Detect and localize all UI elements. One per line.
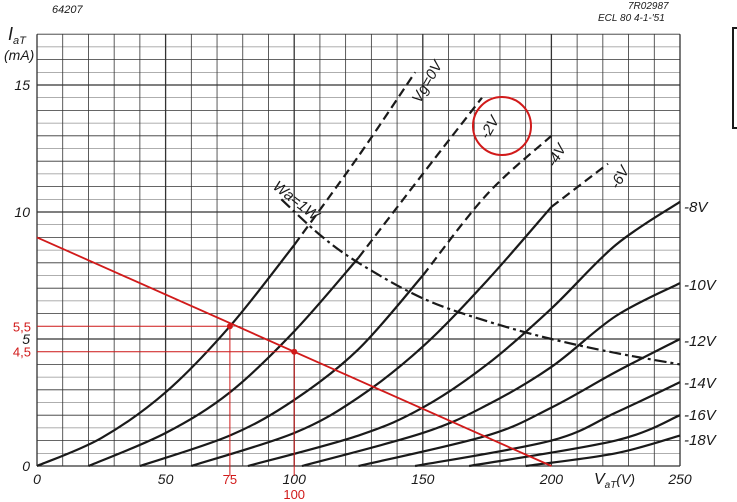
x-axis-label-main: V bbox=[594, 471, 606, 488]
curve-label: Vg=0V bbox=[409, 56, 447, 106]
y-tick-label: 10 bbox=[14, 204, 30, 220]
side-bracket bbox=[732, 27, 737, 129]
x-tick-label: 250 bbox=[667, 471, 692, 487]
power-curve-label: Wa=1W bbox=[270, 178, 324, 225]
x-mark-label: 75 bbox=[223, 472, 237, 487]
curve-label: -8V bbox=[684, 199, 709, 216]
y-tick-label: 0 bbox=[22, 458, 30, 474]
y-axis-unit: (mA) bbox=[4, 47, 34, 63]
curve-label: -18V bbox=[684, 432, 718, 449]
curve-label: -10V bbox=[684, 277, 718, 294]
anode-curves: Vg=0V-2V-4V-6V-8V-10V-12V-14V-16V-18VWa=… bbox=[36, 56, 718, 468]
anode-curve bbox=[247, 200, 681, 468]
y-tick-label: 15 bbox=[14, 77, 30, 93]
anode-curve-dashed bbox=[293, 71, 416, 246]
anode-curve bbox=[414, 381, 681, 468]
x-axis-label-sub: aT bbox=[605, 480, 618, 491]
curve-label: -6V bbox=[607, 162, 634, 192]
operating-point bbox=[226, 323, 233, 330]
anode-curve-dashed bbox=[357, 97, 483, 259]
highlight-circle bbox=[472, 96, 532, 156]
x-tick-label: 200 bbox=[539, 471, 564, 487]
anode-curve bbox=[190, 206, 553, 468]
x-tick-label: 100 bbox=[283, 471, 307, 487]
y-tick-label: 5 bbox=[22, 331, 30, 347]
header-right-top: 7R02987 bbox=[628, 1, 669, 12]
y-axis-label-sub: aT bbox=[13, 35, 27, 47]
x-tick-label: 0 bbox=[33, 471, 41, 487]
y-axis-label: IaT bbox=[8, 24, 27, 47]
anode-curve bbox=[468, 414, 681, 468]
x-tick-label: 50 bbox=[158, 471, 174, 487]
header-left: 64207 bbox=[52, 4, 83, 16]
power-curve bbox=[280, 198, 681, 366]
y-mark-label: 5,5 bbox=[13, 319, 31, 334]
anode-curve bbox=[358, 338, 681, 468]
curve-label: -12V bbox=[684, 333, 718, 350]
x-axis-label: VaT(V) bbox=[594, 471, 635, 491]
x-mark-label: 100 bbox=[283, 487, 305, 502]
anode-curve bbox=[36, 244, 296, 468]
operating-point bbox=[291, 348, 298, 355]
curve-label: -14V bbox=[684, 375, 718, 392]
anode-curve bbox=[301, 282, 681, 468]
y-axis-label-main: I bbox=[8, 24, 13, 44]
x-tick-label: 150 bbox=[411, 471, 435, 487]
anode-curve-dashed bbox=[421, 134, 553, 277]
curve-label: -16V bbox=[684, 407, 718, 424]
header-right-bottom: ECL 80 4-1-'51 bbox=[598, 13, 665, 24]
anode-curve-dashed bbox=[550, 162, 609, 208]
y-mark-label: 4,5 bbox=[13, 345, 31, 360]
x-axis-unit: (V) bbox=[616, 471, 635, 487]
curve-label: -4V bbox=[544, 140, 571, 170]
